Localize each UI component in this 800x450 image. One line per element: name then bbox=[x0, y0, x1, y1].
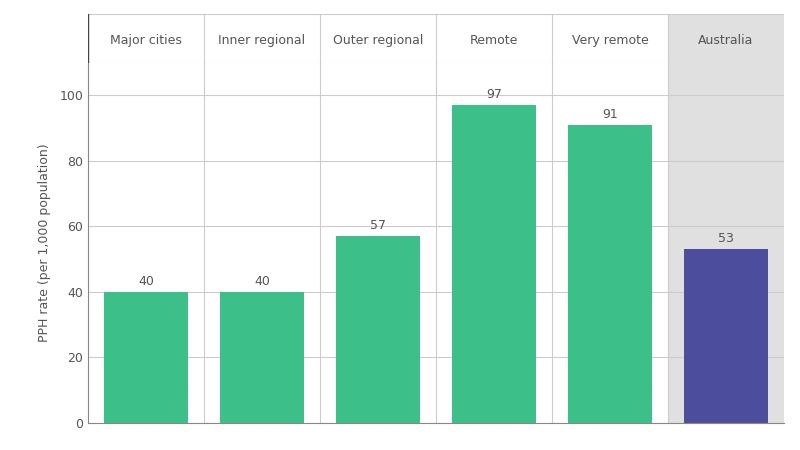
Bar bbox=[684, 249, 768, 423]
Text: 97: 97 bbox=[486, 88, 502, 101]
Bar bbox=[568, 125, 652, 423]
Text: 40: 40 bbox=[254, 275, 270, 288]
Bar bbox=[452, 105, 536, 423]
Text: Very remote: Very remote bbox=[572, 34, 648, 47]
Text: Major cities: Major cities bbox=[110, 34, 182, 47]
Bar bbox=[668, 63, 784, 423]
Bar bbox=[104, 292, 188, 423]
Text: Australia: Australia bbox=[698, 34, 754, 47]
Text: 91: 91 bbox=[602, 108, 618, 121]
Bar bbox=[88, 14, 204, 63]
Y-axis label: PPH rate (per 1,000 population): PPH rate (per 1,000 population) bbox=[38, 144, 51, 342]
Text: Remote: Remote bbox=[470, 34, 518, 47]
Bar bbox=[436, 14, 552, 63]
Bar bbox=[204, 14, 320, 63]
Bar bbox=[668, 14, 784, 63]
Bar bbox=[552, 63, 668, 423]
Text: Inner regional: Inner regional bbox=[218, 34, 306, 47]
Text: 40: 40 bbox=[138, 275, 154, 288]
Bar bbox=[204, 63, 320, 423]
Bar bbox=[436, 63, 552, 423]
Bar bbox=[88, 63, 204, 423]
Bar bbox=[320, 14, 436, 63]
Text: Outer regional: Outer regional bbox=[333, 34, 423, 47]
Bar bbox=[320, 63, 436, 423]
Bar bbox=[552, 14, 668, 63]
Bar bbox=[336, 236, 420, 423]
Text: 57: 57 bbox=[370, 219, 386, 232]
Bar bbox=[220, 292, 304, 423]
Text: 53: 53 bbox=[718, 233, 734, 245]
